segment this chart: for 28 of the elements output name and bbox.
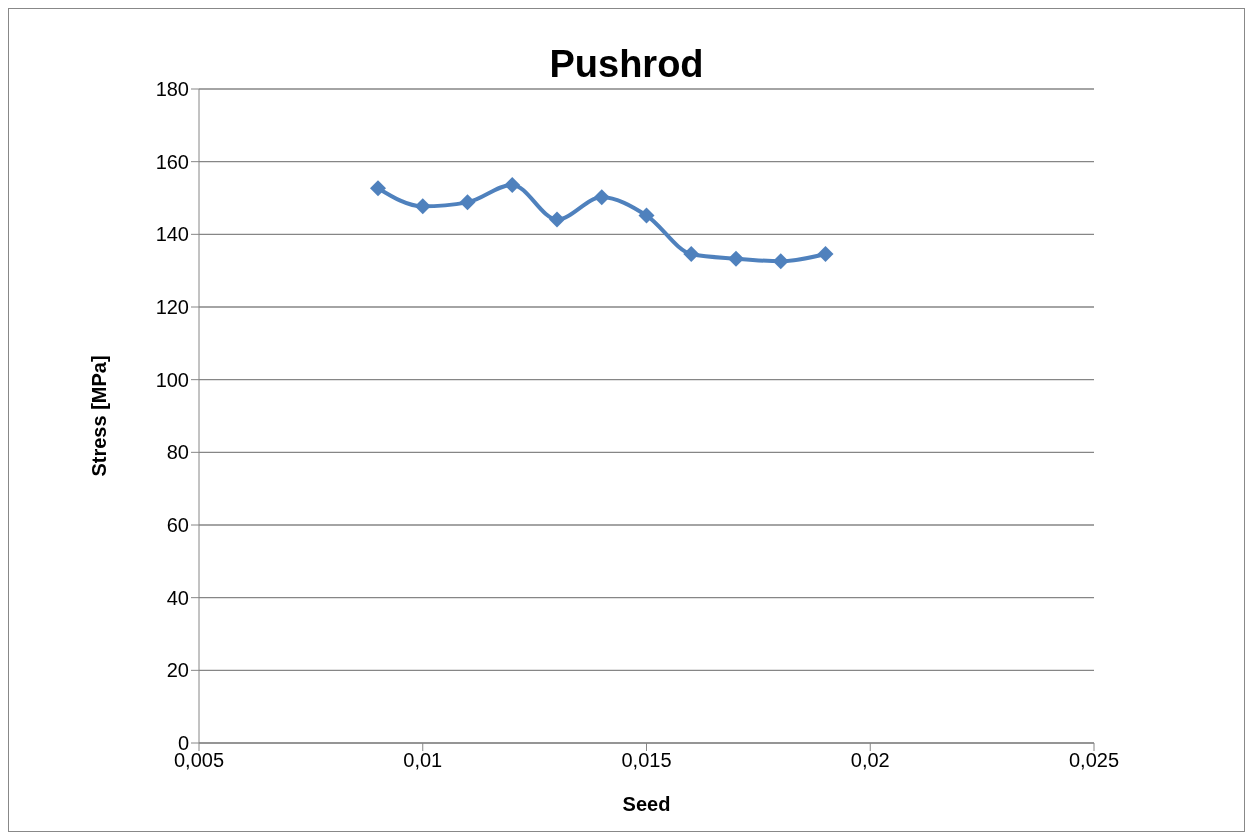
point: [638, 207, 655, 224]
x-tick-label: 0,025: [1068, 749, 1120, 772]
x-tick-label: 0,01: [403, 749, 443, 772]
point: [772, 253, 789, 270]
point: [370, 180, 386, 197]
point: [593, 189, 610, 206]
y-tick-label: 60: [166, 514, 189, 537]
y-tick-label: 80: [166, 441, 189, 464]
y-tick-label: 20: [166, 659, 189, 682]
point: [683, 245, 700, 262]
y-tick-label: 160: [155, 150, 189, 173]
y-tick-label: 40: [166, 586, 189, 609]
y-axis-title: Stress [MPa]: [88, 355, 111, 477]
point: [728, 250, 744, 267]
y-tick-label: 140: [155, 223, 189, 246]
point: [549, 211, 565, 228]
x-axis-title: Seed: [622, 793, 671, 815]
y-tick-label: 100: [155, 368, 189, 391]
point: [817, 245, 834, 262]
x-tick-label: 0,015: [621, 749, 672, 772]
point: [504, 176, 521, 193]
x-tick-label: 0,02: [850, 749, 890, 772]
y-tick-label: 180: [155, 78, 189, 101]
y-tick-label: 120: [155, 296, 189, 319]
point: [459, 194, 476, 211]
chart-title: Pushrod: [549, 43, 704, 85]
x-tick-label: 0,005: [173, 749, 225, 772]
point: [414, 198, 431, 215]
